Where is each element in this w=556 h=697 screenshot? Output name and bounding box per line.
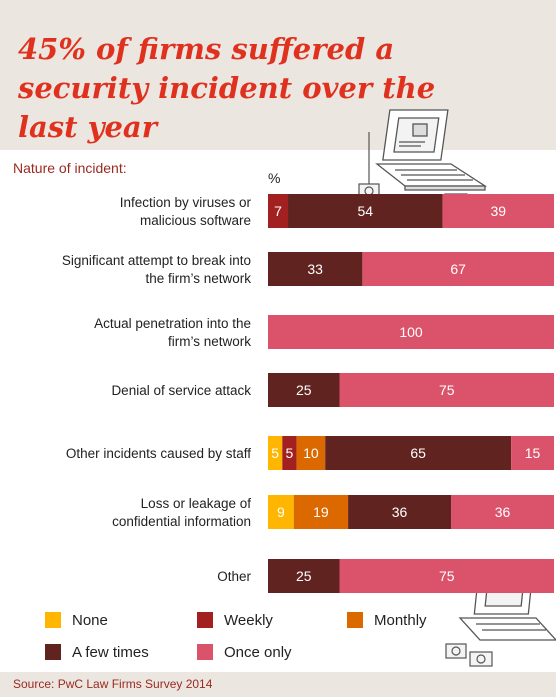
- footer-panel: Source: PwC Law Firms Survey 2014: [0, 672, 556, 697]
- value-label: 25: [296, 568, 312, 584]
- legend-label: Monthly: [374, 612, 427, 629]
- category-label: Denial of service attack: [111, 383, 251, 398]
- legend-label: Once only: [224, 644, 292, 661]
- value-label: 10: [303, 445, 319, 461]
- source-note: Source: PwC Law Firms Survey 2014: [13, 677, 212, 691]
- category-label: Infection by viruses or malicious softwar…: [120, 195, 252, 228]
- value-label: 36: [392, 504, 408, 520]
- legend-swatch: [45, 612, 61, 628]
- value-label: 7: [274, 203, 282, 219]
- value-label: 15: [525, 445, 541, 461]
- value-label: 67: [450, 261, 466, 277]
- value-label: 19: [313, 504, 329, 520]
- value-label: 5: [271, 445, 279, 461]
- category-label: Significant attempt to break into the fir…: [62, 253, 251, 286]
- legend-swatch: [197, 644, 213, 660]
- legend-swatch: [197, 612, 213, 628]
- category-label: Actual penetration into the firm’s networ…: [94, 316, 251, 349]
- value-label: 75: [439, 382, 455, 398]
- legend-swatch: [347, 612, 363, 628]
- stacked-bar-chart: Infection by viruses or malicious softwar…: [0, 0, 556, 672]
- value-label: 5: [286, 445, 294, 461]
- legend-swatch: [45, 644, 61, 660]
- value-label: 100: [399, 324, 423, 340]
- legend-label: Weekly: [224, 612, 273, 629]
- value-label: 25: [296, 382, 312, 398]
- value-label: 36: [495, 504, 511, 520]
- category-label: Other: [217, 569, 251, 584]
- value-label: 39: [490, 203, 506, 219]
- value-label: 54: [357, 203, 373, 219]
- value-label: 75: [439, 568, 455, 584]
- legend-label: A few times: [72, 644, 149, 661]
- category-label: Other incidents caused by staff: [66, 446, 251, 461]
- value-label: 9: [277, 504, 285, 520]
- value-label: 33: [307, 261, 323, 277]
- category-label: Loss or leakage of confidential informati…: [112, 496, 251, 529]
- legend-label: None: [72, 612, 108, 629]
- value-label: 65: [410, 445, 426, 461]
